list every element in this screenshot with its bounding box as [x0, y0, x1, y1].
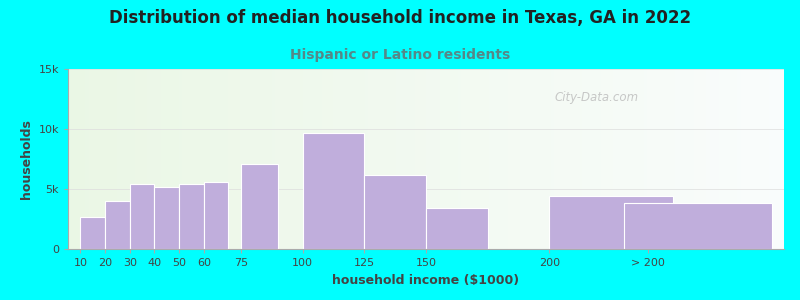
Bar — [80, 217, 105, 249]
Bar — [623, 203, 772, 249]
Bar — [550, 196, 673, 249]
Bar — [179, 184, 204, 249]
Bar — [426, 208, 488, 249]
Bar — [154, 187, 179, 249]
Text: City-Data.com: City-Data.com — [555, 91, 639, 103]
Bar — [302, 133, 364, 249]
Text: Hispanic or Latino residents: Hispanic or Latino residents — [290, 48, 510, 62]
X-axis label: household income ($1000): household income ($1000) — [333, 274, 519, 286]
Text: Distribution of median household income in Texas, GA in 2022: Distribution of median household income … — [109, 9, 691, 27]
Bar — [241, 164, 278, 249]
Y-axis label: households: households — [20, 119, 33, 199]
Bar — [204, 182, 229, 249]
Bar — [364, 175, 426, 249]
Bar — [105, 201, 130, 249]
Bar — [130, 184, 154, 249]
